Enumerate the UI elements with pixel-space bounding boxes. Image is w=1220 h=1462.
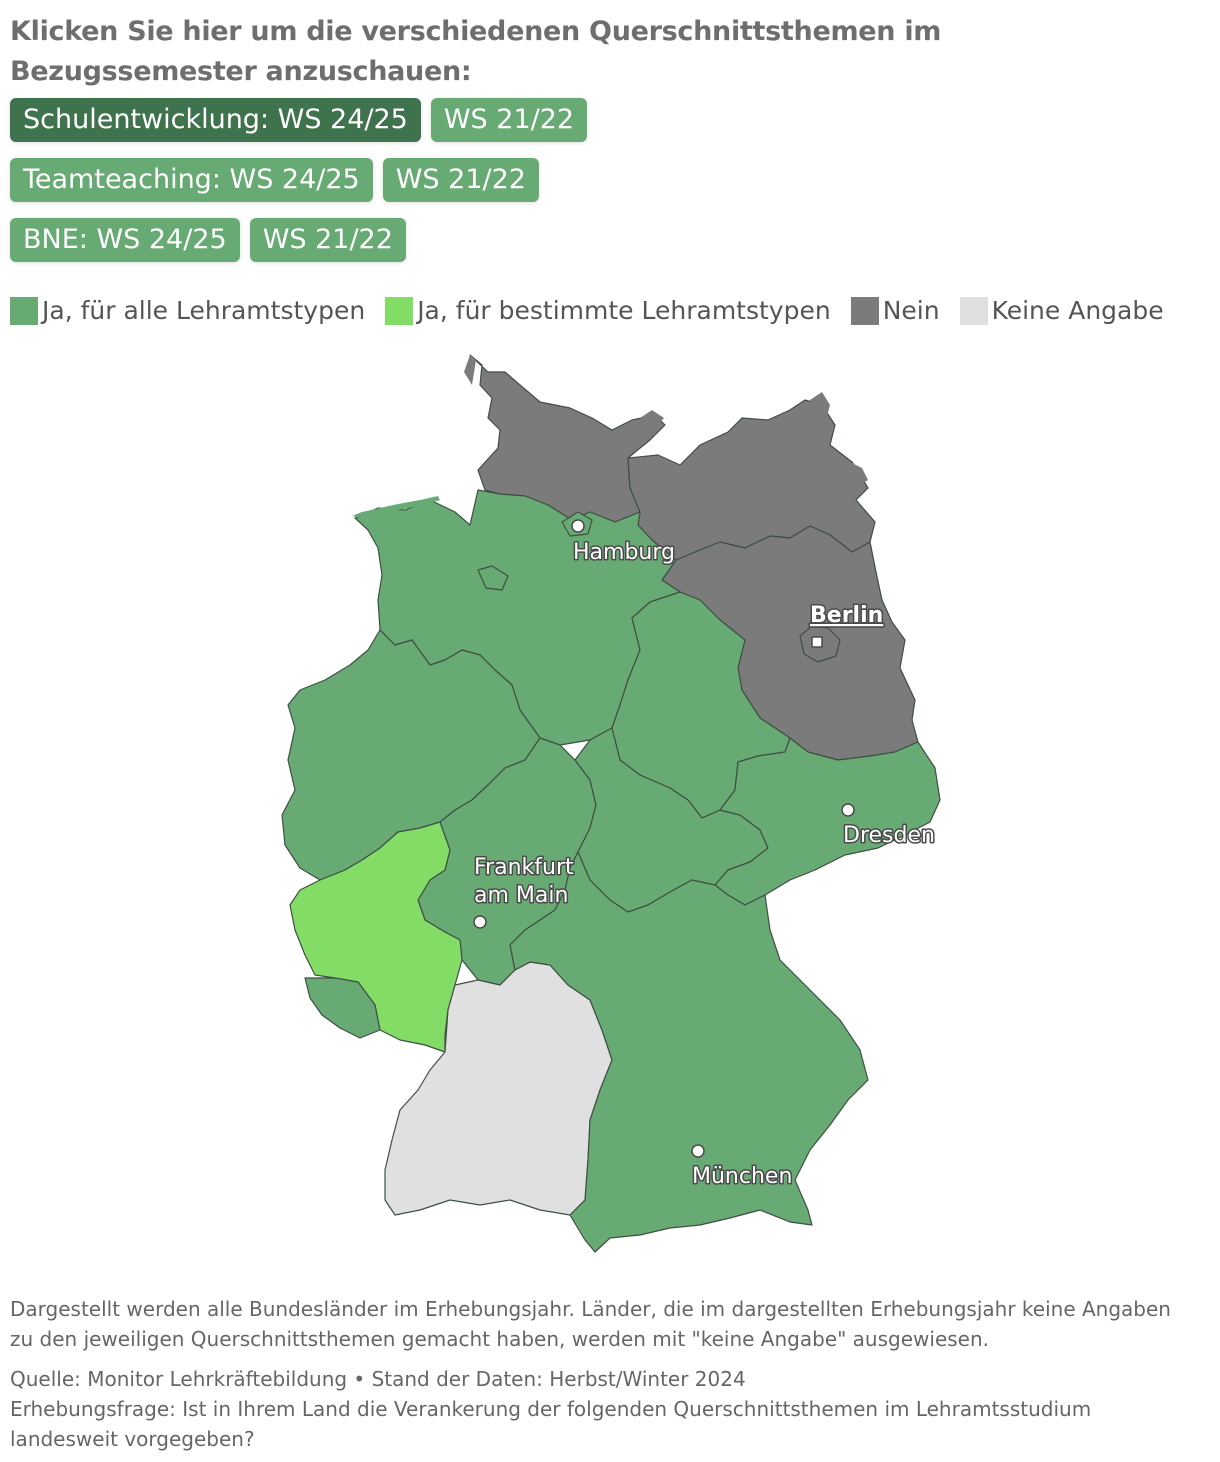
city-label-frankfurt: Frankfurt [474,855,574,880]
island-ruegen [810,392,830,420]
legend-item-ja-bestimmte: Ja, für bestimmte Lehramtstypen [385,296,831,325]
map-legend: Ja, für alle Lehramtstypen Ja, für besti… [10,296,1184,325]
bne-ws2122-button[interactable]: WS 21/22 [249,218,406,262]
city-dresden[interactable]: Dresden [841,803,936,850]
notes-source: Quelle: Monitor Lehrkräftebildung • Stan… [10,1367,746,1391]
island-fehmarn [640,410,664,426]
legend-item-nein: Nein [850,296,940,325]
legend-label: Nein [882,296,940,325]
legend-label: Ja, für bestimmte Lehramtstypen [417,296,831,325]
notes-question: Erhebungsfrage: Ist in Ihrem Land die Ve… [10,1397,1092,1451]
city-label-frankfurt-line2: am Main [474,883,568,908]
schulentwicklung-ws2425-button[interactable]: Schulentwicklung: WS 24/25 [10,98,421,142]
teamteaching-ws2122-button[interactable]: WS 21/22 [382,158,539,202]
legend-label: Ja, für alle Lehramtstypen [42,296,366,325]
legend-item-keine-angabe: Keine Angabe [959,296,1164,325]
germany-map: Hamburg Berlin Dresden Frankfurt am Main… [281,354,941,1253]
city-berlin[interactable]: Berlin [809,602,885,648]
city-marker [691,1144,705,1158]
legend-label: Keine Angabe [991,296,1164,325]
city-muenchen[interactable]: München [691,1144,794,1191]
city-marker [571,519,585,533]
notes-description: Dargestellt werden alle Bundesländer im … [10,1297,1171,1351]
city-label-berlin: Berlin [810,603,883,628]
city-marker [841,803,855,817]
button-row-bne: BNE: WS 24/25 WS 21/22 [10,218,406,262]
schulentwicklung-ws2122-button[interactable]: WS 21/22 [430,98,588,142]
island-sylt [464,355,476,385]
city-label-hamburg: Hamburg [573,540,675,565]
legend-swatch [10,296,38,325]
state-bayern[interactable] [509,851,869,1253]
teamteaching-ws2425-button[interactable]: Teamteaching: WS 24/25 [10,158,373,202]
legend-swatch [959,296,988,325]
capital-marker [811,636,823,648]
islands-east-frisian [352,496,440,518]
state-saarland[interactable] [304,977,381,1039]
city-frankfurt[interactable]: Frankfurt am Main [473,854,575,929]
map-notes: Dargestellt werden alle Bundesländer im … [10,1294,1200,1454]
city-label-muenchen: München [692,1164,792,1189]
island-usedom [850,462,868,486]
legend-swatch [385,296,414,325]
state-sachsen[interactable] [714,737,941,906]
legend-item-ja-alle: Ja, für alle Lehramtstypen [10,296,365,325]
notes-source-and-question: Quelle: Monitor Lehrkräftebildung • Stan… [10,1364,1200,1454]
city-hamburg[interactable]: Hamburg [571,519,677,567]
city-marker [473,915,487,929]
page-heading: Klicken Sie hier um die verschiedenen Qu… [10,16,942,87]
bne-ws2425-button[interactable]: BNE: WS 24/25 [10,218,240,262]
button-row-schulentwicklung: Schulentwicklung: WS 24/25 WS 21/22 [10,98,588,142]
legend-swatch [850,296,879,325]
city-label-dresden: Dresden [843,823,935,848]
button-row-teamteaching: Teamteaching: WS 24/25 WS 21/22 [10,158,539,202]
state-mecklenburg-vorpommern[interactable] [627,399,876,561]
state-bremen[interactable] [477,565,509,591]
